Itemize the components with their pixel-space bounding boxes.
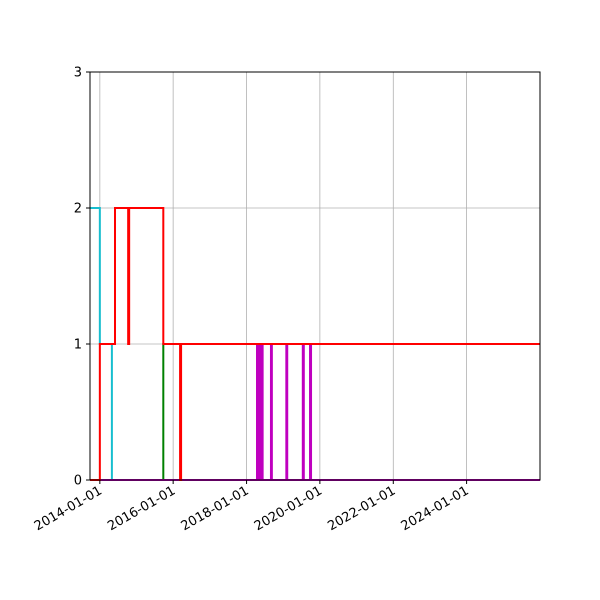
- plot-frame: [89, 71, 541, 481]
- x-tick-label: 2024-01-01: [399, 483, 472, 534]
- x-tick-label: 2022-01-01: [325, 483, 398, 534]
- grid-lines: [90, 71, 540, 481]
- x-tick-label: 2018-01-01: [179, 483, 252, 534]
- x-axis-ticks: 2014-01-01 2016-01-01 2018-01-01 2020-01-01…: [32, 480, 472, 534]
- y-axis-ticks: 0 1 2 3: [74, 66, 90, 489]
- x-tick-label: 2016-01-01: [105, 483, 178, 534]
- series-line: [90, 343, 540, 481]
- x-tick-label: 2020-01-01: [252, 483, 325, 534]
- y-tick-label: 0: [74, 474, 82, 489]
- x-tick-label: 2014-01-01: [32, 483, 105, 534]
- series-line: [90, 343, 540, 481]
- y-tick-label: 1: [74, 338, 82, 353]
- y-tick-label: 2: [74, 202, 82, 217]
- y-tick-label: 3: [74, 66, 82, 81]
